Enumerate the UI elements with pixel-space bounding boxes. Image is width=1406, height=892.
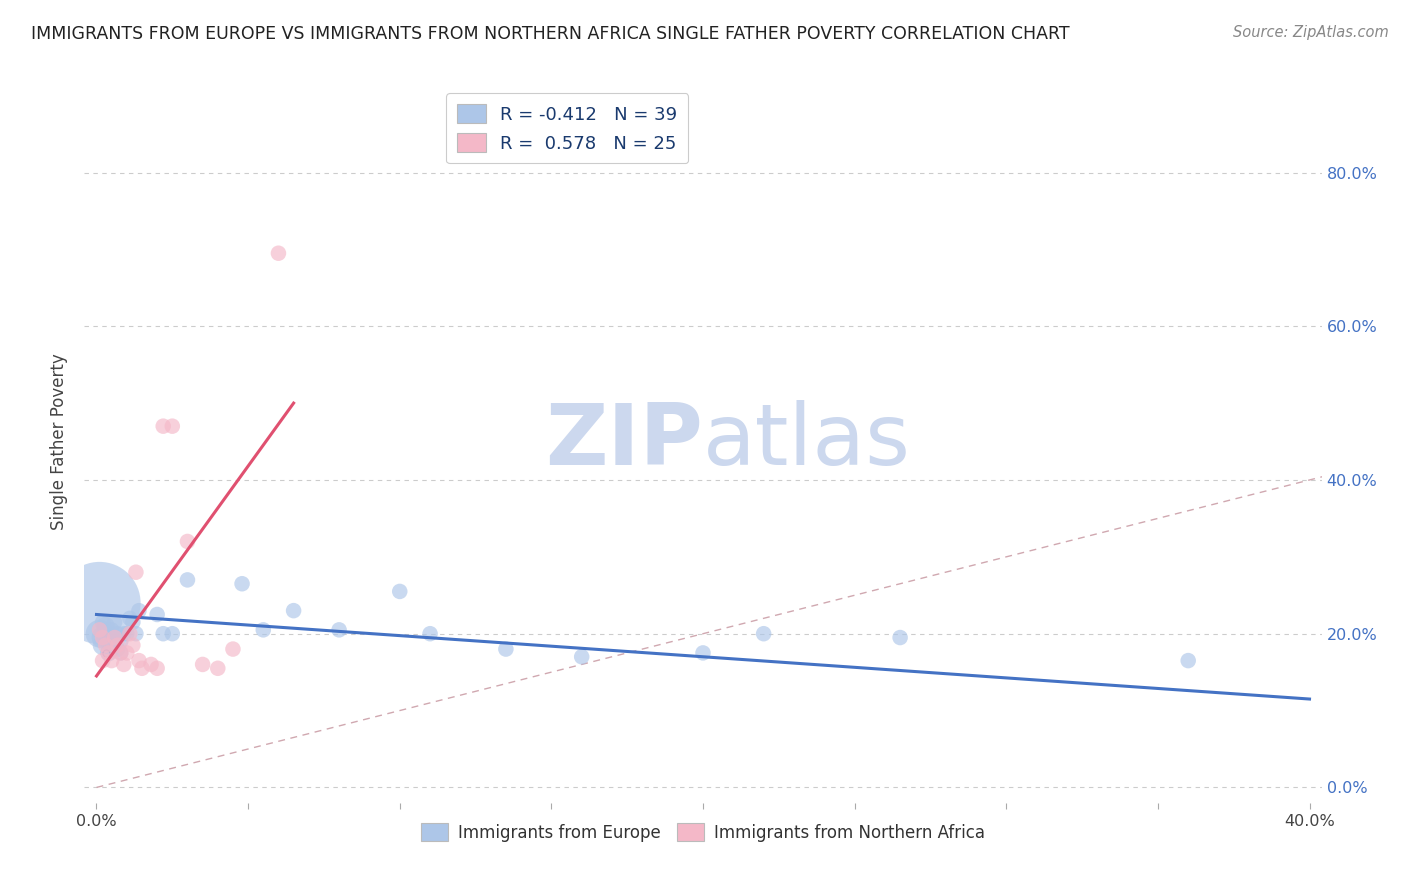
Text: ZIP: ZIP [546, 400, 703, 483]
Point [94, 619, 117, 633]
Point [100, 623, 122, 637]
Point [328, 623, 350, 637]
Point [94, 646, 117, 660]
Point [152, 419, 174, 434]
Point [419, 626, 441, 640]
Point [207, 661, 229, 675]
Point [89, 626, 111, 640]
Text: atlas: atlas [703, 400, 911, 483]
Point [89, 596, 111, 610]
Point [94, 638, 117, 652]
Point [162, 419, 184, 434]
Point [146, 607, 169, 622]
Point [252, 623, 274, 637]
Point [571, 649, 593, 664]
Point [131, 661, 153, 675]
Point [191, 657, 214, 672]
Point [495, 642, 517, 657]
Point [176, 534, 198, 549]
Point [104, 615, 127, 630]
Point [91, 631, 114, 645]
Point [115, 646, 138, 660]
Point [107, 638, 129, 652]
Point [267, 246, 290, 260]
Point [100, 642, 122, 657]
Point [100, 654, 122, 668]
Point [89, 623, 111, 637]
Point [112, 626, 135, 640]
Text: IMMIGRANTS FROM EUROPE VS IMMIGRANTS FROM NORTHERN AFRICA SINGLE FATHER POVERTY : IMMIGRANTS FROM EUROPE VS IMMIGRANTS FRO… [31, 25, 1070, 43]
Point [91, 631, 114, 645]
Point [152, 626, 174, 640]
Point [162, 626, 184, 640]
Point [125, 565, 148, 579]
Point [122, 638, 145, 652]
Point [128, 654, 150, 668]
Point [118, 626, 141, 640]
Point [146, 661, 169, 675]
Point [118, 611, 141, 625]
Point [104, 631, 127, 645]
Point [231, 576, 253, 591]
Point [110, 646, 132, 660]
Point [283, 604, 305, 618]
Point [752, 626, 775, 640]
Point [112, 657, 135, 672]
Point [122, 615, 145, 630]
Point [97, 646, 120, 660]
Point [125, 626, 148, 640]
Point [1177, 654, 1199, 668]
Point [222, 642, 245, 657]
Point [128, 604, 150, 618]
Point [97, 646, 120, 660]
Point [107, 642, 129, 657]
Y-axis label: Single Father Poverty: Single Father Poverty [51, 353, 69, 530]
Legend: Immigrants from Europe, Immigrants from Northern Africa: Immigrants from Europe, Immigrants from … [415, 817, 991, 848]
Point [97, 634, 120, 648]
Point [91, 638, 114, 652]
Point [388, 584, 411, 599]
Point [889, 631, 911, 645]
Point [692, 646, 714, 660]
Point [104, 631, 127, 645]
Point [139, 657, 162, 672]
Point [110, 646, 132, 660]
Point [91, 654, 114, 668]
Point [107, 626, 129, 640]
Point [176, 573, 198, 587]
Point [110, 634, 132, 648]
Point [115, 626, 138, 640]
Point [91, 615, 114, 630]
Text: Source: ZipAtlas.com: Source: ZipAtlas.com [1233, 25, 1389, 40]
